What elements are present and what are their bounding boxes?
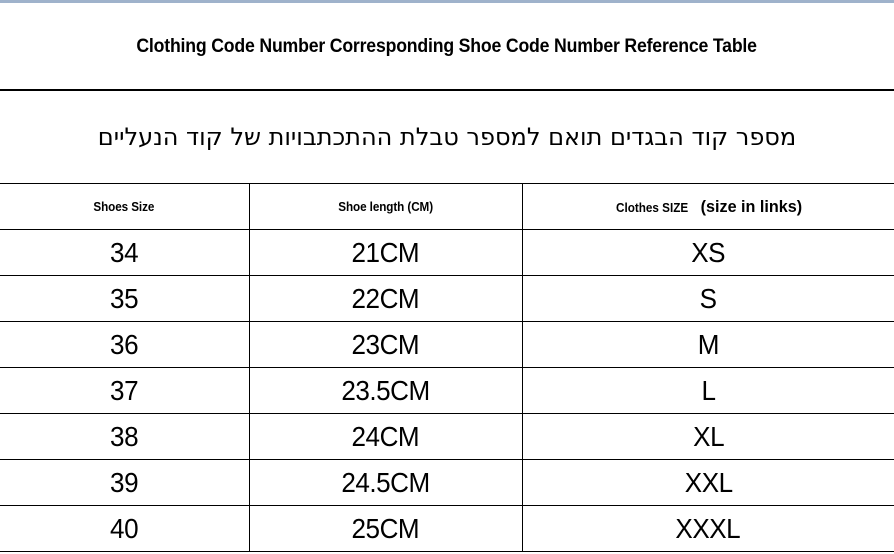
cell-shoe-size-value: 37	[110, 374, 139, 406]
cell-clothes-size: XL	[522, 413, 894, 460]
title-block: Clothing Code Number Corresponding Shoe …	[0, 3, 894, 90]
table-row: 35 22CM S	[0, 275, 894, 322]
cell-clothes-size: M	[522, 321, 894, 368]
title-divider	[0, 89, 894, 91]
cell-shoe-size: 39	[0, 459, 250, 506]
cell-shoe-length-value: 23CM	[351, 328, 420, 360]
cell-shoe-size: 38	[0, 413, 250, 460]
page-title: Clothing Code Number Corresponding Shoe …	[136, 35, 758, 57]
column-header-shoe-length-label: Shoe length (CM)	[338, 198, 433, 214]
cell-shoe-length: 22CM	[249, 275, 523, 322]
column-header-shoe-length: Shoe length (CM)	[249, 183, 523, 230]
column-header-clothes-size-group: Clothes SIZE (size in links)	[612, 197, 805, 217]
cell-clothes-size: XXXL	[522, 505, 894, 552]
cell-shoe-length: 21CM	[249, 229, 523, 276]
cell-clothes-size-value: S	[699, 282, 717, 314]
cell-shoe-length-value: 24CM	[351, 420, 420, 452]
cell-shoe-size-value: 36	[110, 328, 139, 360]
table-header-row: Shoes Size Shoe length (CM) Clothes SIZE…	[0, 183, 894, 230]
cell-clothes-size: L	[522, 367, 894, 414]
subtitle-block: מספר קוד הבגדים תואם למספר טבלת ההתכתבוי…	[0, 91, 894, 183]
cell-clothes-size-value: XXXL	[675, 512, 741, 544]
cell-shoe-size-value: 39	[110, 466, 139, 498]
cell-shoe-length-value: 21CM	[351, 236, 420, 268]
cell-clothes-size: XS	[522, 229, 894, 276]
cell-clothes-size-value: M	[697, 328, 720, 360]
cell-shoe-length: 23.5CM	[249, 367, 523, 414]
cell-shoe-length: 24CM	[249, 413, 523, 460]
cell-shoe-length: 24.5CM	[249, 459, 523, 506]
table-row: 38 24CM XL	[0, 413, 894, 460]
cell-shoe-size: 40	[0, 505, 250, 552]
cell-shoe-size-value: 34	[110, 236, 139, 268]
table-row: 37 23.5CM L	[0, 367, 894, 414]
cell-shoe-length-value: 22CM	[351, 282, 420, 314]
cell-clothes-size: S	[522, 275, 894, 322]
cell-shoe-length-value: 24.5CM	[341, 466, 430, 498]
cell-shoe-size: 37	[0, 367, 250, 414]
cell-shoe-size-value: 38	[110, 420, 139, 452]
cell-shoe-size: 36	[0, 321, 250, 368]
column-header-clothes-size-label: Clothes SIZE	[615, 199, 688, 215]
table-row: 36 23CM M	[0, 321, 894, 368]
cell-clothes-size: XXL	[522, 459, 894, 506]
size-reference-table: Shoes Size Shoe length (CM) Clothes SIZE…	[0, 183, 894, 552]
cell-shoe-length-value: 25CM	[351, 512, 420, 544]
table-row: 39 24.5CM XXL	[0, 459, 894, 506]
table-body: 34 21CM XS 35 22CM S 36 23CM M 37 23.5CM L 38 24CM XL 3…	[0, 229, 894, 552]
cell-shoe-size-value: 35	[110, 282, 139, 314]
cell-shoe-length: 23CM	[249, 321, 523, 368]
page-subtitle-hebrew: מספר קוד הבגדים תואם למספר טבלת ההתכתבוי…	[97, 122, 797, 151]
column-header-clothes-size: Clothes SIZE (size in links)	[522, 183, 894, 230]
column-header-clothes-size-note: (size in links)	[700, 196, 803, 216]
cell-clothes-size-value: XXL	[684, 466, 733, 498]
table-header: Shoes Size Shoe length (CM) Clothes SIZE…	[0, 183, 894, 230]
column-header-shoes-size-label: Shoes Size	[93, 198, 155, 214]
table-row: 34 21CM XS	[0, 229, 894, 276]
cell-shoe-length-value: 23.5CM	[341, 374, 430, 406]
top-edge-rule	[0, 0, 894, 3]
cell-shoe-size: 34	[0, 229, 250, 276]
table-row: 40 25CM XXXL	[0, 505, 894, 552]
cell-shoe-length: 25CM	[249, 505, 523, 552]
cell-shoe-size-value: 40	[110, 512, 139, 544]
cell-clothes-size-value: XL	[692, 420, 724, 452]
cell-clothes-size-value: L	[701, 374, 716, 406]
column-header-shoes-size: Shoes Size	[0, 183, 250, 230]
cell-shoe-size: 35	[0, 275, 250, 322]
cell-clothes-size-value: XS	[691, 236, 726, 268]
